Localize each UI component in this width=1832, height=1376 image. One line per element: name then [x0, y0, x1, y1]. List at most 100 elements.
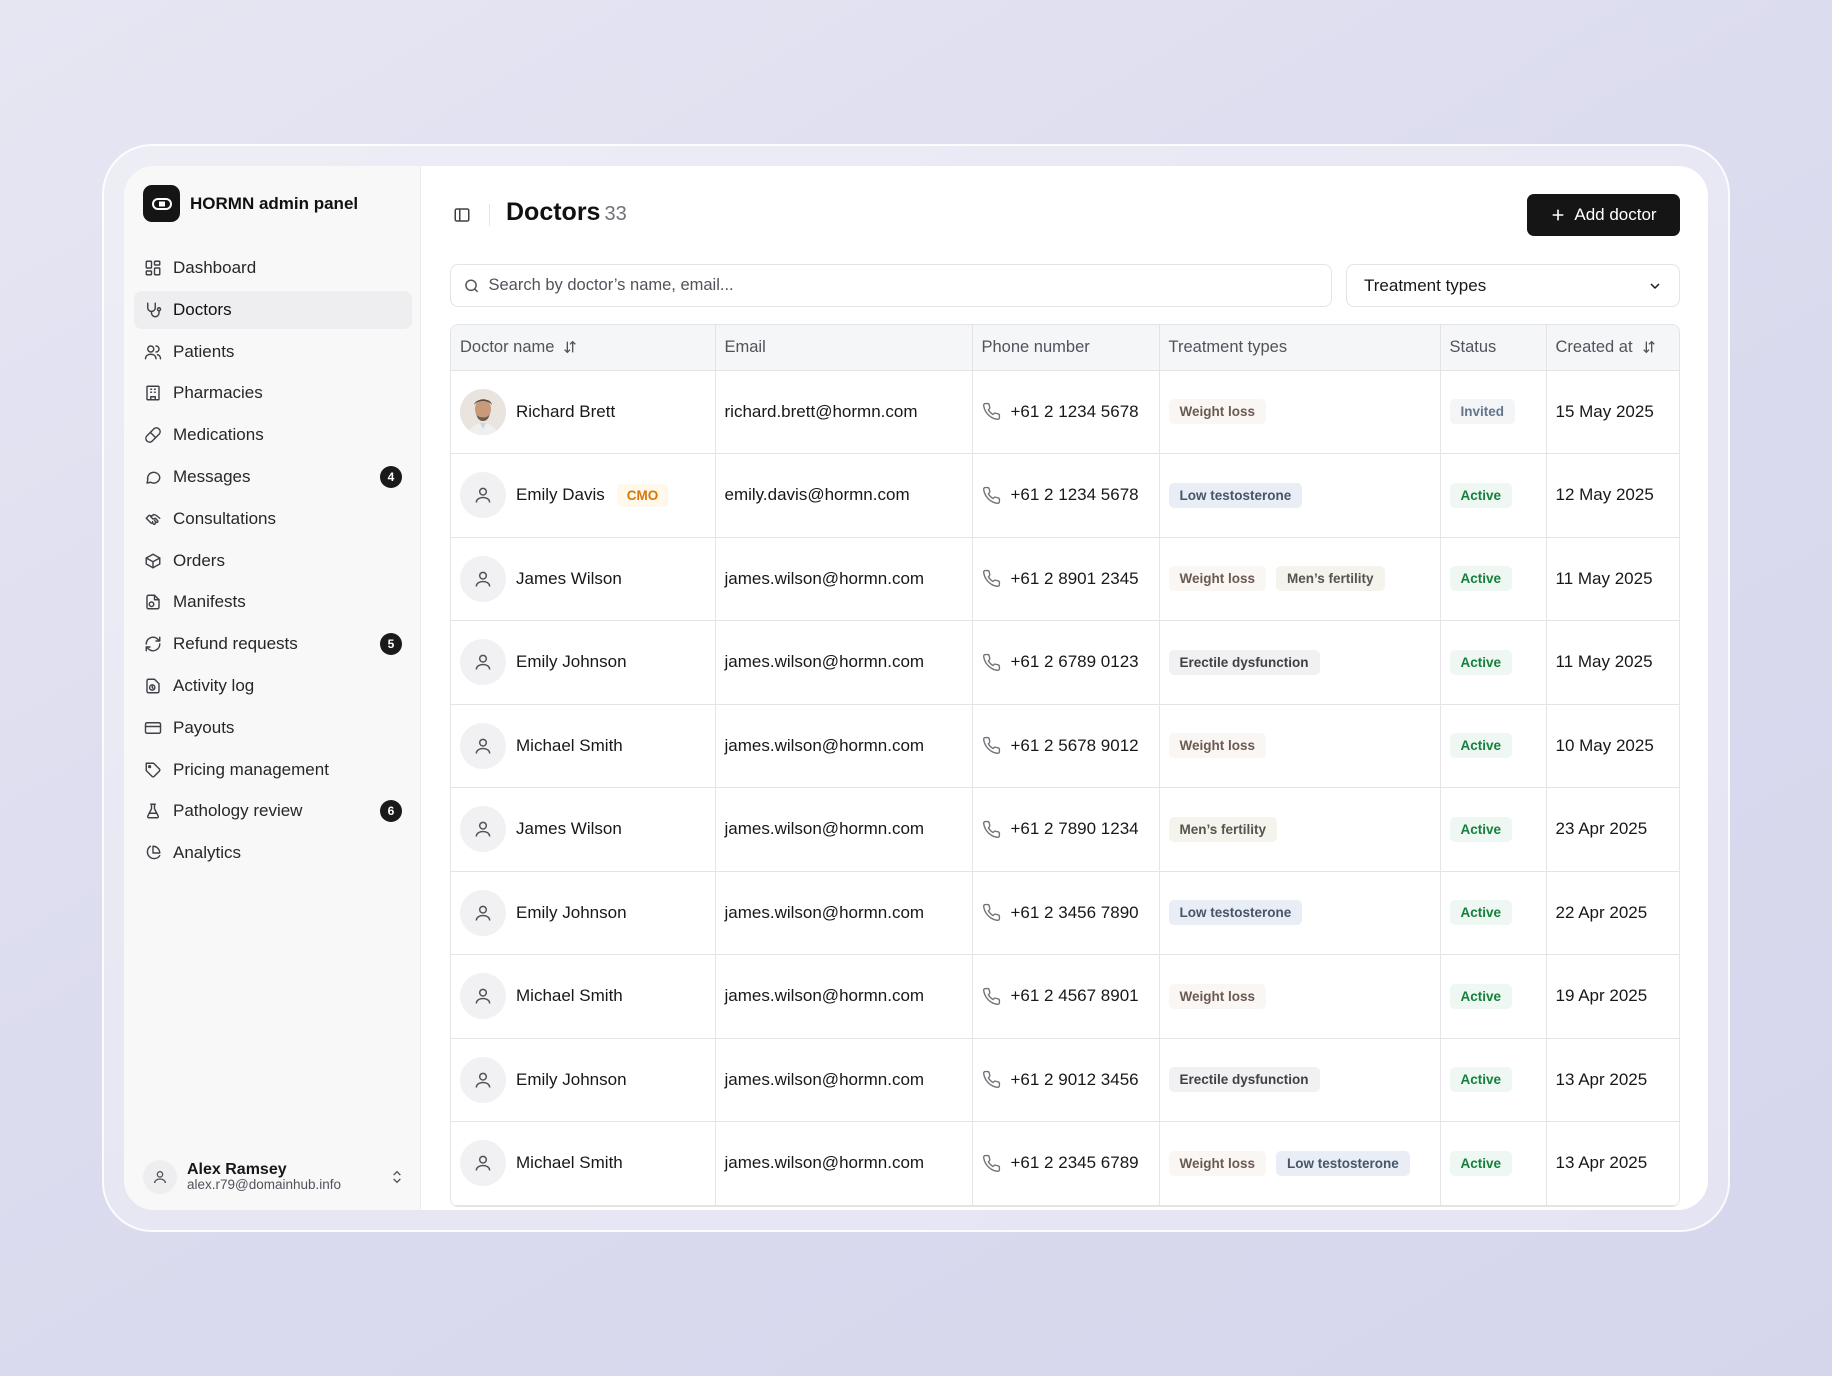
doctor-name[interactable]: Emily Johnson [516, 1069, 627, 1089]
sidebar-nav: Dashboard Doctors Patients Pharmacies Medica… [134, 249, 412, 876]
sidebar-item-refund-requests[interactable]: Refund requests 5 [134, 625, 412, 663]
search-field[interactable] [450, 264, 1332, 307]
sidebar-item-manifests[interactable]: Manifests [134, 583, 412, 621]
sidebar-item-label: Payouts [173, 717, 235, 737]
cell-status: Invited [1440, 370, 1547, 454]
cell-email: emily.davis@hormn.com [715, 453, 973, 538]
column-header-doctor-name[interactable]: Doctor name [451, 325, 716, 371]
user-menu[interactable]: Alex Ramsey alex.r79@domainhub.info [143, 1160, 405, 1194]
doctor-name[interactable]: Emily Johnson [516, 902, 627, 922]
table-row[interactable]: Emily Johnson james.wilson@hormn.com +61 2… [451, 620, 1679, 705]
doctor-name[interactable]: James Wilson [516, 568, 622, 588]
cell-treatment-types: Erectile dysfunction [1159, 1038, 1441, 1122]
sidebar-item-label: Analytics [173, 843, 242, 863]
chevrons-up-down-icon[interactable] [389, 1169, 405, 1185]
sidebar-toggle-icon[interactable] [451, 204, 473, 226]
sidebar-item-doctors[interactable]: Doctors [134, 290, 412, 329]
treatment-chip: Weight loss [1168, 733, 1267, 759]
cell-treatment-types: Low testosterone [1159, 871, 1441, 955]
count-badge: 6 [380, 800, 402, 823]
refresh-icon [144, 635, 162, 653]
sidebar-item-pricing-management[interactable]: Pricing management [134, 751, 412, 789]
table-header-row: Doctor name Email Phone number Treatment… [451, 325, 1679, 371]
doctor-name[interactable]: Richard Brett [516, 401, 616, 421]
table-row[interactable]: Michael Smith james.wilson@hormn.com +61 2… [451, 704, 1679, 788]
table-row[interactable]: Michael Smith james.wilson@hormn.com +61 2… [451, 954, 1679, 1039]
cell-treatment-types: Weight loss [1159, 704, 1441, 788]
search-input[interactable] [488, 276, 1319, 295]
user-icon [460, 806, 506, 853]
cell-phone: +61 2 5678 9012 [972, 704, 1160, 788]
doctor-name[interactable]: James Wilson [516, 819, 622, 839]
table-row[interactable]: Emily Johnson james.wilson@hormn.com +61 2… [451, 1038, 1679, 1122]
search-icon [465, 278, 479, 292]
cell-phone: +61 2 4567 8901 [972, 954, 1160, 1039]
user-icon [460, 555, 506, 602]
sidebar-item-analytics[interactable]: Analytics [134, 834, 412, 872]
cell-doctor-name: Emily Johnson [451, 871, 716, 955]
brand[interactable]: HORMN admin panel [143, 185, 358, 222]
tag-icon [144, 761, 162, 779]
sidebar-item-messages[interactable]: Messages 4 [134, 458, 412, 496]
cell-treatment-types: Erectile dysfunction [1159, 620, 1441, 705]
plus-icon [1553, 209, 1564, 221]
user-email: alex.r79@domainhub.info [187, 1177, 342, 1193]
sidebar-item-pathology-review[interactable]: Pathology review 6 [134, 792, 412, 830]
cell-phone: +61 2 1234 5678 [972, 453, 1160, 538]
chevron-down-icon [1650, 282, 1660, 289]
flask-icon [144, 802, 162, 820]
doctor-photo [460, 388, 506, 435]
cell-email: james.wilson@hormn.com [715, 871, 973, 955]
table-row[interactable]: Emily Davis CMO emily.davis@hormn.com +61 2… [451, 453, 1679, 538]
cell-doctor-name: Emily Davis CMO [451, 453, 716, 538]
sidebar-item-pharmacies[interactable]: Pharmacies [134, 374, 412, 412]
sidebar-item-consultations[interactable]: Consultations [134, 500, 412, 538]
doctor-name[interactable]: Michael Smith [516, 735, 623, 755]
table-row[interactable]: James Wilson james.wilson@hormn.com +61 2 … [451, 787, 1679, 872]
cell-created-at: 12 May 2025 [1546, 453, 1679, 538]
phone-number: +61 2 7890 1234 [1010, 819, 1139, 839]
app-window: HORMN admin panel Dashboard Doctors Patien… [124, 166, 1708, 1210]
doctor-name[interactable]: Michael Smith [516, 1153, 623, 1173]
cell-email: james.wilson@hormn.com [715, 704, 973, 788]
column-header-status: Status [1440, 325, 1547, 371]
phone-icon [982, 569, 1001, 588]
phone-icon [982, 903, 1001, 922]
treatment-chip: Men’s fertility [1168, 816, 1278, 842]
table-row[interactable]: Richard Brett richard.brett@hormn.com +61 … [451, 370, 1679, 454]
sort-icon[interactable] [1641, 339, 1657, 355]
sidebar-item-orders[interactable]: Orders [134, 542, 412, 580]
status-badge: Active [1449, 816, 1513, 842]
sidebar-item-payouts[interactable]: Payouts [134, 709, 412, 747]
table-row[interactable]: James Wilson james.wilson@hormn.com +61 2 … [451, 537, 1679, 621]
table-row[interactable]: Emily Johnson james.wilson@hormn.com +61 2… [451, 871, 1679, 955]
sort-icon[interactable] [562, 339, 578, 355]
sidebar-item-patients[interactable]: Patients [134, 333, 412, 371]
phone-number: +61 2 5678 9012 [1010, 735, 1139, 755]
dashboard-icon [144, 259, 162, 277]
sidebar-item-medications[interactable]: Medications [134, 416, 412, 454]
add-doctor-button[interactable]: Add doctor [1527, 194, 1680, 236]
cell-created-at: 11 May 2025 [1546, 537, 1679, 621]
cell-doctor-name: Michael Smith [451, 954, 716, 1039]
doctor-name[interactable]: Michael Smith [516, 986, 623, 1006]
cell-email: richard.brett@hormn.com [715, 370, 973, 454]
status-badge: Active [1449, 482, 1513, 508]
doctor-name[interactable]: Emily Davis [516, 485, 605, 505]
treatment-types-select[interactable]: Treatment types [1346, 264, 1680, 307]
sidebar-item-activity-log[interactable]: Activity log [134, 667, 412, 705]
column-header-created-at[interactable]: Created at [1546, 325, 1679, 371]
treatment-chip: Erectile dysfunction [1168, 649, 1320, 675]
phone-number: +61 2 2345 6789 [1010, 1153, 1139, 1173]
sidebar-item-label: Refund requests [173, 634, 298, 654]
cell-status: Active [1440, 1121, 1547, 1206]
table-row[interactable]: Michael Smith james.wilson@hormn.com +61 2… [451, 1121, 1679, 1206]
sidebar-item-label: Patients [173, 341, 235, 361]
sidebar-item-dashboard[interactable]: Dashboard [134, 249, 412, 287]
doctor-name[interactable]: Emily Johnson [516, 652, 627, 672]
logo-icon [143, 185, 180, 222]
cell-status: Active [1440, 1038, 1547, 1122]
user-icon [460, 722, 506, 769]
cell-phone: +61 2 2345 6789 [972, 1121, 1160, 1206]
cell-created-at: 11 May 2025 [1546, 620, 1679, 705]
